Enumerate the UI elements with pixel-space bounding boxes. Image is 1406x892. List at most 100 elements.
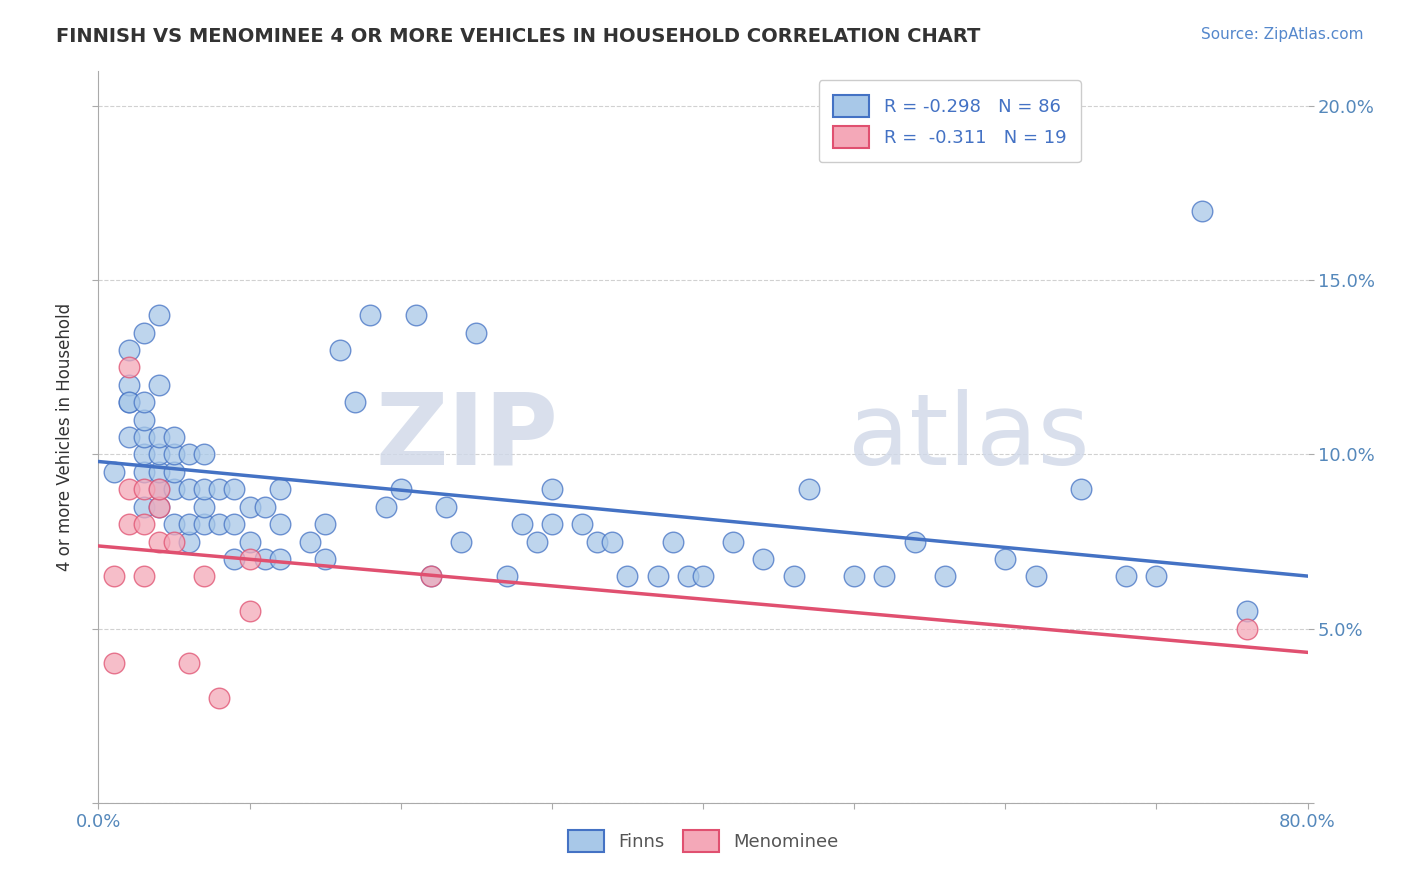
Point bbox=[208, 483, 231, 497]
Point bbox=[148, 377, 170, 392]
Point bbox=[148, 483, 170, 497]
Point bbox=[1191, 203, 1213, 218]
Point bbox=[299, 534, 322, 549]
Point bbox=[103, 465, 125, 479]
Point bbox=[163, 465, 186, 479]
Point bbox=[526, 534, 548, 549]
Point bbox=[118, 395, 141, 409]
Legend: Finns, Menominee: Finns, Menominee bbox=[561, 823, 845, 860]
Point bbox=[269, 517, 291, 532]
Point bbox=[797, 483, 820, 497]
Point bbox=[1024, 569, 1046, 583]
Point bbox=[540, 483, 562, 497]
Point bbox=[844, 569, 866, 583]
Point bbox=[132, 395, 155, 409]
Point bbox=[239, 534, 262, 549]
Point bbox=[193, 500, 215, 514]
Point bbox=[495, 569, 517, 583]
Point bbox=[132, 326, 155, 340]
Point bbox=[314, 552, 336, 566]
Point bbox=[344, 395, 367, 409]
Point bbox=[103, 569, 125, 583]
Point bbox=[132, 448, 155, 462]
Point bbox=[118, 483, 141, 497]
Point bbox=[1236, 604, 1258, 618]
Point bbox=[132, 517, 155, 532]
Point bbox=[239, 552, 262, 566]
Point bbox=[118, 395, 141, 409]
Point bbox=[1144, 569, 1167, 583]
Point bbox=[602, 534, 624, 549]
Point bbox=[132, 500, 155, 514]
Point bbox=[692, 569, 714, 583]
Point bbox=[465, 326, 488, 340]
Point bbox=[450, 534, 472, 549]
Point bbox=[329, 343, 352, 357]
Point bbox=[510, 517, 533, 532]
Point bbox=[253, 552, 276, 566]
Point bbox=[179, 534, 201, 549]
Text: ZIP: ZIP bbox=[375, 389, 558, 485]
Point bbox=[314, 517, 336, 532]
Point bbox=[148, 483, 170, 497]
Point bbox=[132, 412, 155, 426]
Point bbox=[934, 569, 956, 583]
Point bbox=[103, 657, 125, 671]
Point bbox=[405, 308, 427, 322]
Point bbox=[179, 657, 201, 671]
Point bbox=[571, 517, 593, 532]
Point bbox=[540, 517, 562, 532]
Point bbox=[269, 483, 291, 497]
Point bbox=[118, 343, 141, 357]
Point bbox=[783, 569, 806, 583]
Point bbox=[148, 430, 170, 444]
Point bbox=[239, 500, 262, 514]
Point bbox=[434, 500, 457, 514]
Point bbox=[148, 308, 170, 322]
Point bbox=[132, 483, 155, 497]
Point bbox=[647, 569, 669, 583]
Point bbox=[253, 500, 276, 514]
Point bbox=[420, 569, 443, 583]
Point bbox=[661, 534, 683, 549]
Point bbox=[163, 430, 186, 444]
Point bbox=[179, 448, 201, 462]
Point bbox=[132, 465, 155, 479]
Point bbox=[132, 569, 155, 583]
Text: FINNISH VS MENOMINEE 4 OR MORE VEHICLES IN HOUSEHOLD CORRELATION CHART: FINNISH VS MENOMINEE 4 OR MORE VEHICLES … bbox=[56, 27, 980, 45]
Point bbox=[163, 517, 186, 532]
Point bbox=[118, 360, 141, 375]
Point bbox=[224, 483, 246, 497]
Point bbox=[1070, 483, 1092, 497]
Point bbox=[239, 604, 262, 618]
Text: atlas: atlas bbox=[848, 389, 1090, 485]
Point bbox=[193, 569, 215, 583]
Point bbox=[616, 569, 638, 583]
Point bbox=[1115, 569, 1137, 583]
Point bbox=[148, 465, 170, 479]
Point bbox=[148, 500, 170, 514]
Y-axis label: 4 or more Vehicles in Household: 4 or more Vehicles in Household bbox=[56, 303, 75, 571]
Point bbox=[132, 430, 155, 444]
Point bbox=[179, 483, 201, 497]
Point bbox=[163, 534, 186, 549]
Point bbox=[676, 569, 699, 583]
Point bbox=[148, 500, 170, 514]
Point bbox=[420, 569, 443, 583]
Point bbox=[904, 534, 927, 549]
Point bbox=[752, 552, 775, 566]
Point bbox=[118, 517, 141, 532]
Point bbox=[1236, 622, 1258, 636]
Point bbox=[389, 483, 412, 497]
Point bbox=[208, 517, 231, 532]
Point bbox=[118, 377, 141, 392]
Point bbox=[193, 517, 215, 532]
Point bbox=[224, 517, 246, 532]
Point bbox=[586, 534, 609, 549]
Point bbox=[193, 448, 215, 462]
Point bbox=[163, 448, 186, 462]
Point bbox=[163, 483, 186, 497]
Point bbox=[994, 552, 1017, 566]
Point bbox=[224, 552, 246, 566]
Point bbox=[179, 517, 201, 532]
